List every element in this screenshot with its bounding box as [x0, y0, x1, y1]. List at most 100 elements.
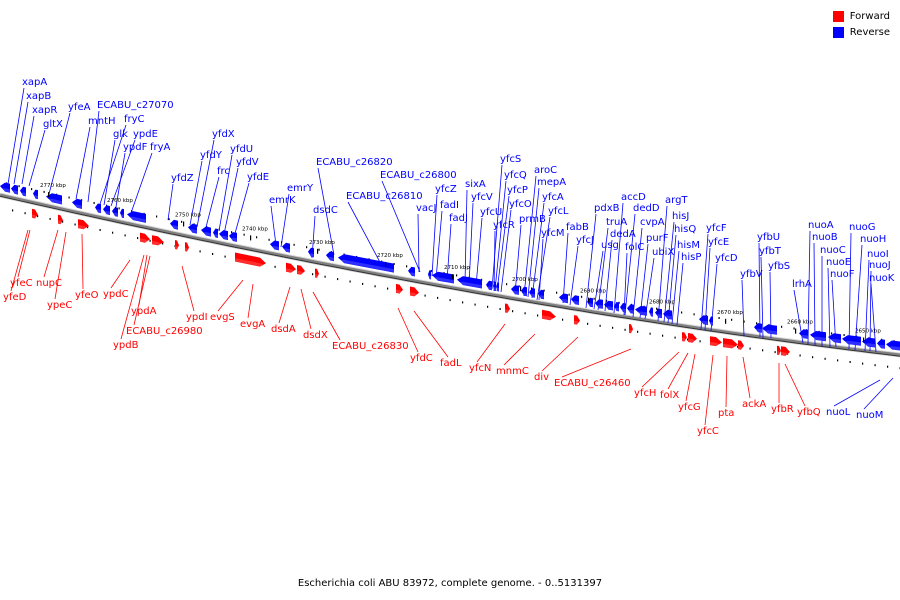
reverse-gene-label[interactable]: yfbT	[759, 246, 782, 257]
reverse-gene-label[interactable]: dedA	[610, 229, 636, 240]
reverse-gene-label[interactable]: yfcA	[542, 192, 564, 203]
reverse-gene-label[interactable]: nuoB	[812, 232, 838, 243]
reverse-gene-label[interactable]: ECABU_c26820	[316, 157, 393, 168]
reverse-gene-label[interactable]: nuoF	[830, 269, 855, 280]
forward-gene-label[interactable]: yfbQ	[797, 407, 821, 418]
reverse-gene-label[interactable]: ubiX	[652, 247, 674, 258]
reverse-gene-label[interactable]: vacJ	[416, 203, 437, 214]
reverse-gene-label[interactable]: xapB	[26, 91, 51, 102]
reverse-gene-label[interactable]: truA	[606, 217, 627, 228]
reverse-gene-label[interactable]: yfbS	[768, 261, 790, 272]
forward-gene-label[interactable]: evgS	[210, 312, 235, 323]
reverse-gene-label[interactable]: ECABU_c26810	[346, 191, 423, 202]
reverse-gene-label[interactable]: yfdX	[212, 129, 235, 140]
forward-gene-label[interactable]: yfcC	[697, 426, 719, 437]
reverse-gene-label[interactable]: yfcF	[706, 223, 727, 234]
reverse-gene-label[interactable]: nuoE	[826, 257, 851, 268]
reverse-gene-label[interactable]: yfcJ	[576, 235, 594, 246]
reverse-gene-label[interactable]: nuoK	[869, 273, 895, 284]
forward-gene-label[interactable]: dsdA	[271, 324, 296, 335]
forward-gene-label[interactable]: yfcN	[469, 363, 491, 374]
reverse-gene-label[interactable]: argT	[665, 195, 688, 206]
reverse-gene-label[interactable]: mntH	[88, 116, 116, 127]
forward-gene-label[interactable]: yfeC	[10, 278, 33, 289]
reverse-gene-label[interactable]: yfcO	[509, 199, 532, 210]
reverse-gene-label[interactable]: yfcP	[507, 185, 528, 196]
reverse-gene-label[interactable]: fryC	[124, 114, 145, 125]
reverse-gene-label[interactable]: yfcQ	[504, 170, 527, 181]
reverse-gene-label[interactable]: yfcZ	[435, 184, 457, 195]
reverse-gene-label[interactable]: ypdF	[123, 142, 148, 153]
reverse-gene-label[interactable]: dedD	[633, 203, 660, 214]
forward-gene-label[interactable]: yfeO	[75, 290, 99, 301]
forward-gene-label[interactable]: mnmC	[496, 366, 529, 377]
forward-gene-label[interactable]: evgA	[240, 319, 265, 330]
reverse-gene-label[interactable]: hisP	[681, 252, 701, 263]
reverse-gene-label[interactable]: yfcV	[471, 192, 493, 203]
reverse-gene-label[interactable]: yfdE	[247, 172, 269, 183]
reverse-gene-label[interactable]: prmB	[519, 214, 546, 225]
forward-gene-label[interactable]: ypdB	[113, 340, 139, 351]
forward-gene-label[interactable]: yfbR	[771, 404, 794, 415]
reverse-gene-label[interactable]: dsdC	[313, 205, 338, 216]
reverse-gene-label[interactable]: aroC	[534, 165, 557, 176]
reverse-gene-label[interactable]: yfdY	[200, 150, 223, 161]
reverse-gene-label[interactable]: folC	[625, 242, 644, 253]
forward-gene-label[interactable]: ECABU_c26980	[126, 326, 203, 337]
forward-gene-label[interactable]: yfdC	[410, 353, 433, 364]
reverse-gene-label[interactable]: nuoC	[820, 245, 846, 256]
reverse-gene-label[interactable]: yfdZ	[171, 173, 194, 184]
reverse-gene-label[interactable]: hisM	[677, 240, 700, 251]
forward-gene-label[interactable]: ECABU_c26830	[332, 341, 409, 352]
reverse-gene-label[interactable]: yfeA	[68, 102, 91, 113]
reverse-gene-label[interactable]: emrK	[269, 195, 296, 206]
reverse-gene-label[interactable]: ypdE	[133, 129, 158, 140]
reverse-gene-label[interactable]: yfbV	[740, 269, 763, 280]
reverse-gene-label[interactable]: nuoI	[867, 249, 889, 260]
forward-gene-label[interactable]: nuoL	[826, 407, 851, 418]
reverse-gene-label[interactable]: yfdV	[236, 157, 259, 168]
forward-gene-label[interactable]: yfcG	[678, 402, 701, 413]
reverse-gene-label[interactable]: yfdU	[230, 144, 253, 155]
forward-gene-label[interactable]: ypdA	[131, 306, 157, 317]
forward-gene-label[interactable]: yfeD	[3, 292, 27, 303]
forward-gene-label[interactable]: folX	[660, 390, 679, 401]
reverse-gene-label[interactable]: xapR	[32, 105, 57, 116]
reverse-gene-label[interactable]: fadJ	[449, 213, 468, 224]
reverse-gene-label[interactable]: pdxB	[594, 203, 620, 214]
reverse-gene-label[interactable]: nuoJ	[869, 260, 891, 271]
reverse-gene-label[interactable]: accD	[621, 192, 646, 203]
forward-gene-label[interactable]: ackA	[742, 399, 766, 410]
reverse-gene-label[interactable]: fadI	[440, 200, 459, 211]
reverse-gene-label[interactable]: hisQ	[674, 224, 696, 235]
reverse-gene-label[interactable]: mepA	[537, 177, 566, 188]
reverse-gene-label[interactable]: gltX	[43, 119, 63, 130]
reverse-gene-label[interactable]: purF	[646, 233, 669, 244]
reverse-gene-label[interactable]: yfcD	[715, 253, 738, 264]
reverse-gene-label[interactable]: yfcS	[500, 154, 521, 165]
forward-gene-label[interactable]: dsdX	[303, 330, 328, 341]
reverse-gene-label[interactable]: hisJ	[672, 211, 689, 222]
reverse-gene-label[interactable]: nuoA	[808, 220, 834, 231]
reverse-gene-label[interactable]: nuoG	[849, 222, 876, 233]
reverse-gene-label[interactable]: ECABU_c27070	[97, 100, 174, 111]
reverse-gene-label[interactable]: frc	[217, 166, 230, 177]
forward-gene-label[interactable]: ypdI	[186, 312, 208, 323]
reverse-gene-label[interactable]: yfcE	[708, 237, 729, 248]
forward-gene-label[interactable]: yfcH	[634, 388, 656, 399]
reverse-gene-label[interactable]: emrY	[287, 183, 314, 194]
reverse-gene-label[interactable]: lrhA	[792, 279, 812, 290]
forward-gene-label[interactable]: ypdC	[103, 289, 129, 300]
reverse-gene-label[interactable]: yfcU	[480, 207, 502, 218]
forward-gene-label[interactable]: div	[534, 372, 549, 383]
forward-gene-label[interactable]: pta	[718, 408, 734, 419]
forward-gene-label[interactable]: fadL	[440, 358, 462, 369]
reverse-gene-label[interactable]: glk	[113, 129, 128, 140]
reverse-gene-label[interactable]: cvpA	[640, 217, 665, 228]
reverse-gene-label[interactable]: usg	[601, 240, 619, 251]
reverse-gene-label[interactable]: sixA	[465, 179, 486, 190]
forward-gene-label[interactable]: ypeC	[47, 300, 72, 311]
reverse-gene-label[interactable]: ECABU_c26800	[380, 170, 457, 181]
forward-gene-label[interactable]: nuoM	[856, 410, 883, 421]
reverse-gene-label[interactable]: yfcM	[541, 228, 565, 239]
